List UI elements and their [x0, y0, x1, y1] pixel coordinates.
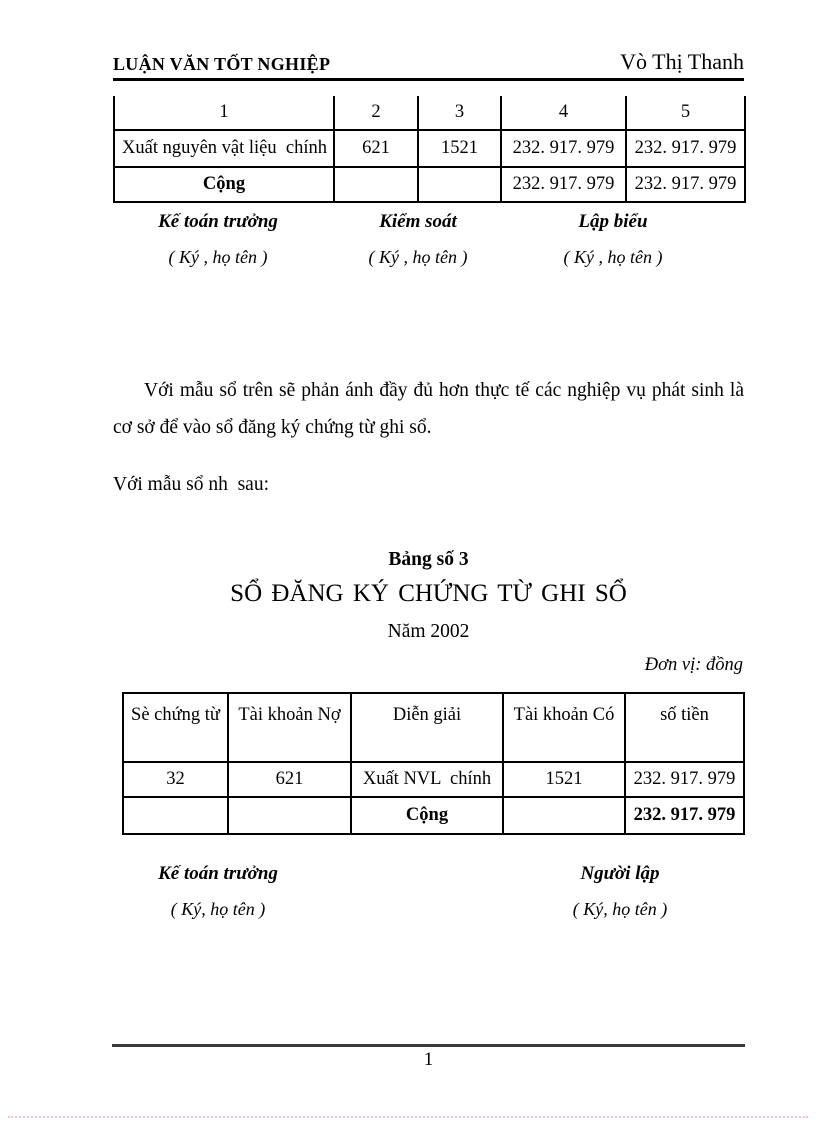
page-header: LUẬN VĂN TỐT NGHIỆP Vò Thị Thanh [113, 49, 744, 81]
empty-cell [122, 796, 229, 835]
voucher-register-table: Sè chứng từ Tài khoản Nợ Diễn giải Tài k… [122, 692, 745, 835]
voucher-continuation-table: 1 2 3 4 5 Xuất nguyên vật liệu chính 621… [113, 96, 746, 203]
footer-divider [112, 1044, 745, 1047]
signature-block-top: Kế toán trưởng ( Ký , họ tên ) Kiểm soát… [113, 210, 744, 268]
cell-debit-account: 621 [333, 129, 419, 168]
cell-amount: 232. 917. 979 [500, 129, 627, 168]
signature-note: ( Ký , họ tên ) [168, 247, 268, 267]
total-amount: 232. 917. 979 [624, 796, 745, 835]
cell-credit-account: 1521 [502, 761, 626, 798]
empty-cell [502, 796, 626, 835]
empty-cell [417, 166, 502, 203]
col-amount: số tiền [624, 692, 745, 763]
total-label: Cộng [113, 166, 335, 203]
col-number: 3 [417, 96, 502, 131]
signature-title: Kế toán trưởng [158, 211, 278, 232]
body-paragraph: Với mẫu sổ trên sẽ phản ánh đầy đủ hơn t… [113, 380, 744, 438]
table-row: Xuất nguyên vật liệu chính 621 1521 232.… [113, 129, 746, 168]
author-name: Vò Thị Thanh [620, 49, 744, 74]
col-debit-account: Tài khoản Nợ [227, 692, 352, 763]
total-amount: 232. 917. 979 [500, 166, 627, 203]
signature-note: ( Ký , họ tên ) [563, 247, 663, 267]
thesis-title: LUẬN VĂN TỐT NGHIỆP [113, 54, 331, 74]
register-title: SỔ ĐĂNG KÝ CHỨNG TỪ GHI SỔ [230, 580, 627, 607]
signature-title: Người lập [580, 863, 660, 884]
signature-title: Kiểm soát [379, 211, 457, 232]
empty-cell [227, 796, 352, 835]
col-voucher-number: Sè chứng từ [122, 692, 229, 763]
table-row: 32 621 Xuất NVL chính 1521 232. 917. 979 [122, 761, 745, 798]
cell-description: Xuất nguyên vật liệu chính [113, 129, 335, 168]
empty-cell [333, 166, 419, 203]
signature-chief-accountant: Kế toán trưởng ( Ký , họ tên ) [113, 210, 323, 268]
table-total-row: Cộng 232. 917. 979 [122, 796, 745, 835]
cell-voucher-number: 32 [122, 761, 229, 798]
col-number: 5 [625, 96, 746, 131]
signature-chief-accountant-bottom: Kế toán trưởng ( Ký, họ tên ) [113, 862, 323, 920]
total-label: Cộng [350, 796, 504, 835]
signature-title: Lập biểu [578, 211, 648, 232]
lead-in-line: Với mẫu sổ nh sau: [113, 474, 270, 495]
signature-title: Kế toán trưởng [158, 863, 278, 884]
col-number: 2 [333, 96, 419, 131]
cell-debit-account: 621 [227, 761, 352, 798]
signature-preparer: Lập biểu ( Ký , họ tên ) [513, 210, 713, 268]
cell-description: Xuất NVL chính [350, 761, 504, 798]
table-header-row: Sè chứng từ Tài khoản Nợ Diễn giải Tài k… [122, 692, 745, 763]
cell-credit-account: 1521 [417, 129, 502, 168]
cell-amount: 232. 917. 979 [625, 129, 746, 168]
col-credit-account: Tài khoản Có [502, 692, 626, 763]
signature-note: ( Ký , họ tên ) [368, 247, 468, 267]
total-amount: 232. 917. 979 [625, 166, 746, 203]
col-description: Diễn giải [350, 692, 504, 763]
signature-note: ( Ký, họ tên ) [170, 899, 266, 919]
cell-amount: 232. 917. 979 [624, 761, 745, 798]
signature-preparer-bottom: Người lập ( Ký, họ tên ) [515, 862, 725, 920]
page-break-indicator [8, 1116, 808, 1118]
col-number: 4 [500, 96, 627, 131]
signature-controller: Kiểm soát ( Ký , họ tên ) [323, 210, 513, 268]
page-number: 1 [423, 1049, 434, 1070]
table-number-label: Bảng số 3 [388, 549, 469, 570]
currency-unit-label: Đơn vị: đồng [644, 655, 743, 675]
year-label: Năm 2002 [387, 621, 470, 642]
col-number: 1 [113, 96, 335, 131]
signature-note: ( Ký, họ tên ) [572, 899, 668, 919]
table-row: 1 2 3 4 5 [113, 96, 746, 131]
table-total-row: Cộng 232. 917. 979 232. 917. 979 [113, 166, 746, 203]
